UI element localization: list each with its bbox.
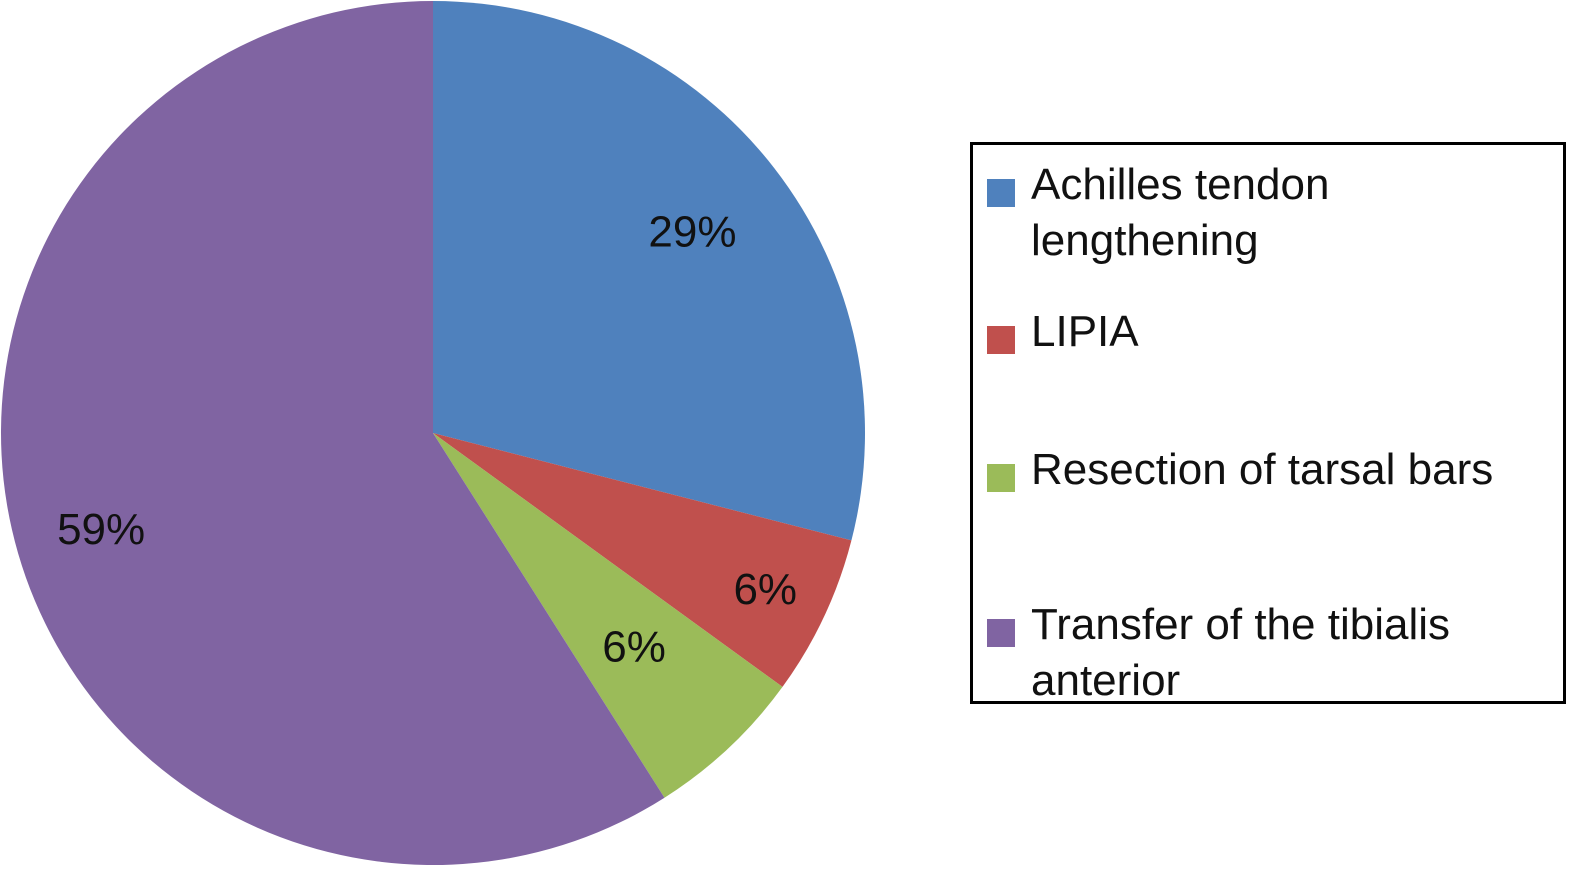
legend-item-achilles-tendon-lengthening: Achilles tendon lengthening (987, 157, 1557, 269)
legend-label: LIPIA (1031, 307, 1139, 356)
legend-item-transfer-of-the-tibialis-anterior: Transfer of the tibialis anterior (987, 597, 1557, 709)
legend-swatch (987, 179, 1015, 207)
pie-slice-achilles-tendon-lengthening (433, 1, 865, 541)
pie-value-label-lipia: 6% (733, 565, 797, 614)
pie-slices (0, 1, 865, 865)
legend-label: Transfer of the tibialis anterior (1031, 600, 1450, 705)
legend-swatch (987, 619, 1015, 647)
legend-swatch (987, 326, 1015, 354)
pie-chart: 29% 6% 6% 59% (0, 1, 865, 865)
legend: Achilles tendon lengthening LIPIA Resect… (970, 142, 1566, 705)
pie-value-label-achilles-tendon-lengthening: 29% (648, 207, 736, 256)
pie-value-label-transfer-of-the-tibialis-anterior: 59% (57, 505, 145, 554)
legend-label: Resection of tarsal bars (1031, 445, 1494, 494)
pie-slice-resection-of-tarsal-bars (433, 433, 783, 798)
pie-value-label-resection-of-tarsal-bars: 6% (602, 623, 666, 672)
legend-item-lipia: LIPIA (987, 304, 1557, 360)
pie-value-labels: 29% 6% 6% 59% (57, 207, 797, 671)
legend-label: Achilles tendon lengthening (1031, 160, 1330, 265)
pie-slice-transfer-of-the-tibialis-anterior (0, 1, 665, 865)
pie-slice-lipia (433, 433, 852, 687)
legend-swatch (987, 464, 1015, 492)
legend-item-resection-of-tarsal-bars: Resection of tarsal bars (987, 442, 1557, 498)
